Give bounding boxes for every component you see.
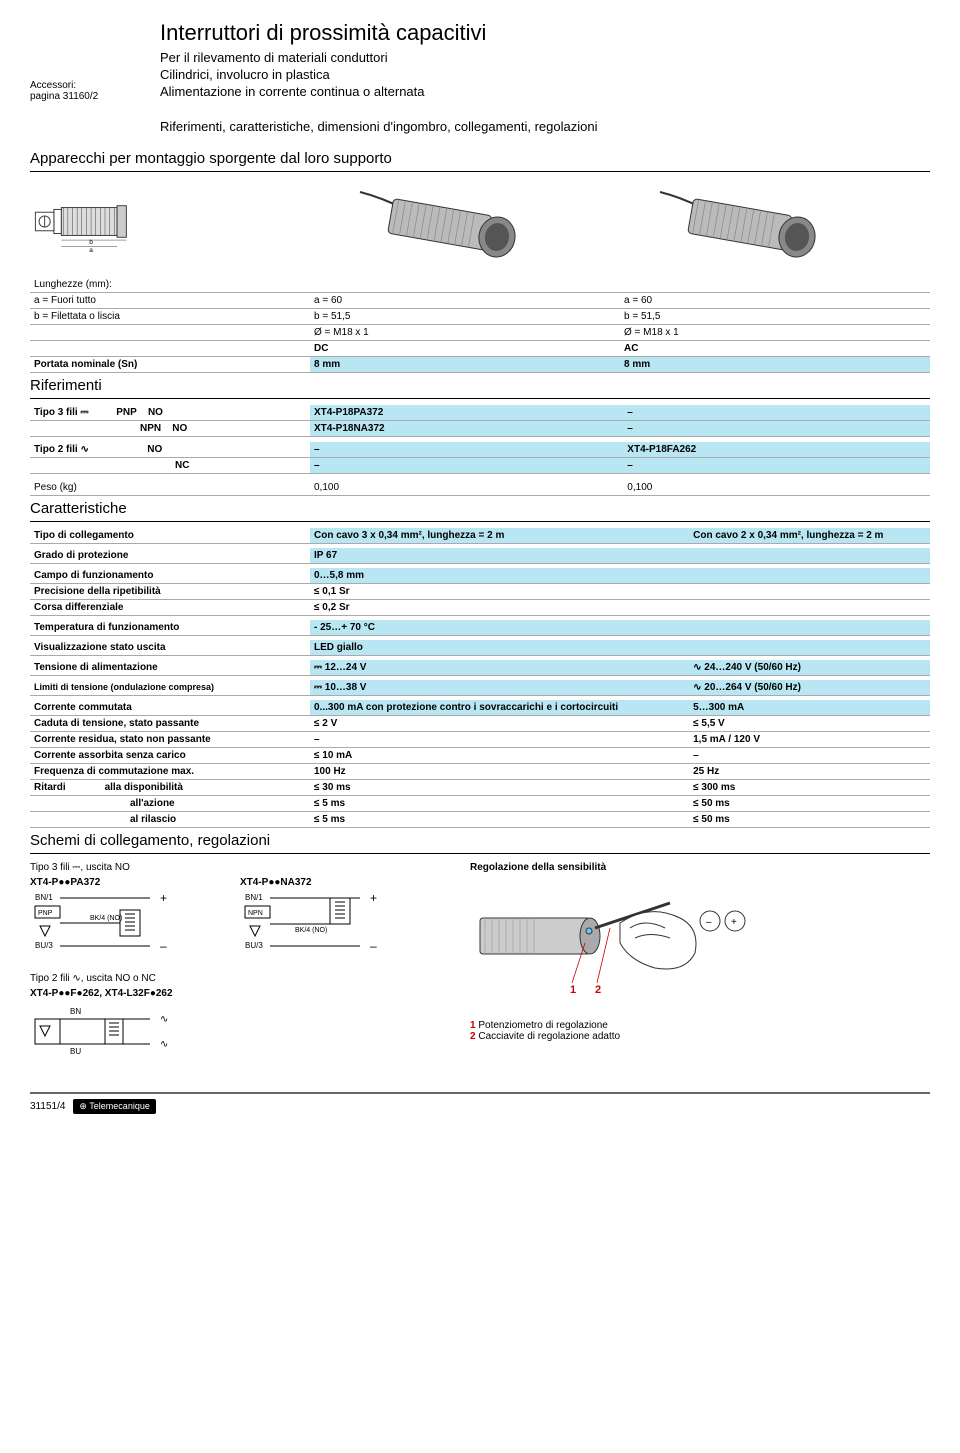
svg-text:a: a xyxy=(89,247,93,254)
dimension-diagram: b a xyxy=(30,189,180,254)
svg-text:1: 1 xyxy=(570,984,576,996)
schem-2wire-title: Tipo 2 fili ∿, uscita NO o NC xyxy=(30,973,450,984)
svg-text:BK/4 (NO): BK/4 (NO) xyxy=(295,927,327,934)
riferimenti-table: Tipo 3 fili ⎓ PNP NO XT4-P18PA372 – NPN … xyxy=(30,399,930,496)
hand-adjustment-illustration: – + 1 2 xyxy=(470,873,750,1013)
dimensions-table: Lunghezze (mm): a = Fuori tuttoa = 60a =… xyxy=(30,277,930,373)
riferimenti-title: Riferimenti xyxy=(30,373,930,399)
page-footer: 31151/4 ⊕ Telemecanique xyxy=(30,1092,930,1114)
svg-text:BU/3: BU/3 xyxy=(245,941,263,950)
svg-text:∿: ∿ xyxy=(160,1039,168,1050)
schematic-npn: BN/1 + NPN BK/4 (NO) BU/3 xyxy=(240,888,420,958)
sensor-image-1 xyxy=(330,182,550,262)
sensor-image-2 xyxy=(630,182,850,262)
svg-text:BN/1: BN/1 xyxy=(35,893,53,902)
model-2wire: XT4-P●●F●262, XT4-L32F●262 xyxy=(30,988,450,999)
ref-line: Riferimenti, caratteristiche, dimensioni… xyxy=(160,119,930,134)
schematics-area: Tipo 3 fili ⎓, uscita NO XT4-P●●PA372 BN… xyxy=(30,862,930,1072)
schematic-2wire: BN ∿ BU ∿ xyxy=(30,999,210,1069)
page-subtitle: Per il rilevamento di materiali condutto… xyxy=(160,50,930,101)
sub2: Cilindrici, involucro in plastica xyxy=(160,67,330,82)
regolazione-title: Regolazione della sensibilità xyxy=(470,862,930,873)
schematic-pnp: BN/1 + PNP BK/4 (NO) BU/3 xyxy=(30,888,210,958)
svg-text:b: b xyxy=(89,239,93,246)
page-title: Interruttori di prossimità capacitivi xyxy=(160,20,930,46)
svg-text:+: + xyxy=(370,891,377,905)
svg-text:PNP: PNP xyxy=(38,910,53,917)
svg-text:2: 2 xyxy=(595,984,601,996)
page-number: 31151/4 xyxy=(30,1101,65,1112)
legend: 1 Potenziometro di regolazione 2 Cacciav… xyxy=(470,1020,930,1042)
section-apparecchi: Apparecchi per montaggio sporgente dal l… xyxy=(30,144,930,172)
product-images-row: b a xyxy=(30,182,930,262)
svg-text:–: – xyxy=(706,917,712,928)
svg-text:–: – xyxy=(370,939,377,953)
schemi-title: Schemi di collegamento, regolazioni xyxy=(30,828,930,854)
accessori-label: Accessori: xyxy=(30,80,76,91)
svg-text:BU: BU xyxy=(70,1047,81,1056)
svg-text:BN/1: BN/1 xyxy=(245,893,263,902)
svg-text:+: + xyxy=(731,917,737,928)
brand-logo: ⊕ Telemecanique xyxy=(73,1099,155,1114)
schem-3wire-title: Tipo 3 fili ⎓, uscita NO xyxy=(30,862,450,873)
sub3: Alimentazione in corrente continua o alt… xyxy=(160,84,425,99)
svg-text:BN: BN xyxy=(70,1007,81,1016)
accessori-page: pagina 31160/2 xyxy=(30,91,98,102)
svg-text:+: + xyxy=(160,891,167,905)
caratteristiche-title: Caratteristiche xyxy=(30,496,930,522)
svg-text:–: – xyxy=(160,939,167,953)
svg-text:BK/4 (NO): BK/4 (NO) xyxy=(90,915,122,922)
caratteristiche-table: Tipo di collegamentoCon cavo 3 x 0,34 mm… xyxy=(30,522,930,828)
dims-label: Lunghezze (mm): xyxy=(30,277,310,293)
svg-text:BU/3: BU/3 xyxy=(35,941,53,950)
model-na: XT4-P●●NA372 xyxy=(240,877,420,888)
svg-text:∿: ∿ xyxy=(160,1014,168,1025)
model-pa: XT4-P●●PA372 xyxy=(30,877,210,888)
svg-text:NPN: NPN xyxy=(248,910,263,917)
sub1: Per il rilevamento di materiali condutto… xyxy=(160,50,388,65)
accessories-ref: Accessori: pagina 31160/2 xyxy=(30,20,160,134)
